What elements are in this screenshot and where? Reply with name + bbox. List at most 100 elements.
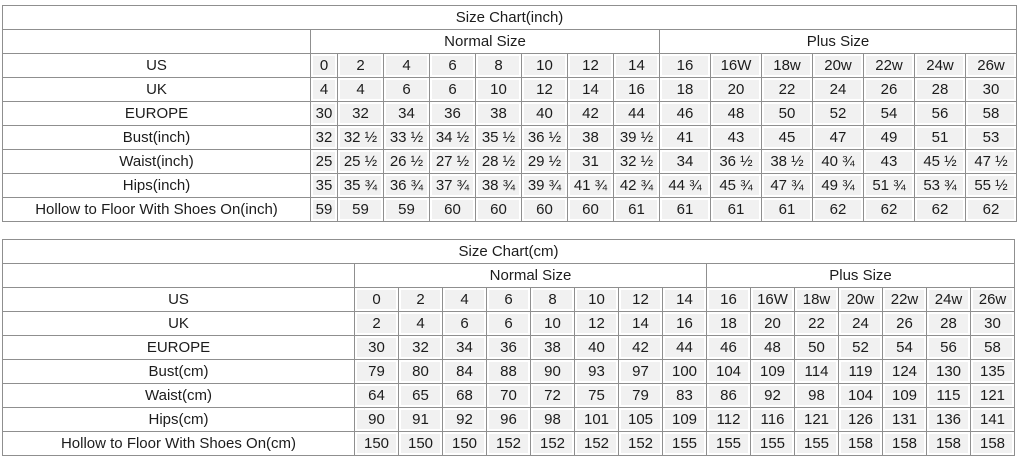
value-cell: 104 bbox=[706, 359, 751, 384]
value-cell: 105 bbox=[618, 407, 663, 432]
value-cell: 75 bbox=[574, 383, 619, 408]
value-cell: 47 ½ bbox=[964, 149, 1018, 174]
value-cell: 62 bbox=[812, 197, 864, 222]
row-label: Hollow to Floor With Shoes On(inch) bbox=[2, 197, 311, 222]
value-cell: 41 ¾ bbox=[567, 173, 614, 198]
value-cell: 104 bbox=[838, 383, 883, 408]
value-cell: 61 bbox=[613, 197, 660, 222]
value-cell: 36 ½ bbox=[710, 149, 762, 174]
group-header-row: Normal Size Plus Size bbox=[2, 263, 1016, 288]
blank-corner-cell bbox=[2, 263, 355, 288]
value-cell: 109 bbox=[882, 383, 927, 408]
value-cell: 62 bbox=[914, 197, 966, 222]
value-cell: 20 bbox=[750, 311, 795, 336]
size-group-header: Normal Size bbox=[354, 263, 707, 288]
value-cell: 29 ½ bbox=[521, 149, 568, 174]
value-cell: 53 bbox=[964, 125, 1018, 150]
table-row: Waist(cm) 64 65 68 70 72 75 79 83 86 92 98 104 109 115… bbox=[2, 383, 1016, 408]
value-cell: 28 bbox=[926, 311, 971, 336]
value-cell: 34 bbox=[442, 335, 487, 360]
chart-title-row: Size Chart(cm) bbox=[1, 239, 1016, 264]
value-cell: 135 bbox=[969, 359, 1016, 384]
value-cell: 2 bbox=[354, 311, 399, 336]
row-label: UK bbox=[2, 77, 311, 102]
table-row: EUROPE 30 32 34 36 38 40 42 44 46 48 50 52 54 56 58 bbox=[2, 101, 1018, 126]
value-cell: 39 ½ bbox=[613, 125, 660, 150]
value-cell: 16W bbox=[750, 287, 795, 312]
value-cell: 52 bbox=[838, 335, 883, 360]
value-cell: 58 bbox=[969, 335, 1016, 360]
table-row: Hollow to Floor With Shoes On(inch) 59 59 5… bbox=[2, 197, 1018, 222]
row-label: Bust(inch) bbox=[2, 125, 311, 150]
value-cell: 26 bbox=[882, 311, 927, 336]
value-cell: 155 bbox=[706, 431, 751, 456]
value-cell: 114 bbox=[794, 359, 839, 384]
value-cell: 60 bbox=[429, 197, 476, 222]
size-chart-cm-table: Size Chart(cm) Normal Size Plus Size US 0 2 4 6… bbox=[1, 239, 1016, 456]
value-cell: 49 bbox=[863, 125, 915, 150]
table-gap bbox=[2, 222, 1024, 239]
value-cell: 25 ½ bbox=[337, 149, 384, 174]
value-cell: 98 bbox=[794, 383, 839, 408]
value-cell: 20w bbox=[812, 53, 864, 78]
value-cell: 38 ¾ bbox=[475, 173, 522, 198]
value-cell: 34 bbox=[383, 101, 430, 126]
value-cell: 4 bbox=[310, 77, 338, 102]
chart-title: Size Chart(inch) bbox=[1, 5, 1018, 30]
value-cell: 121 bbox=[794, 407, 839, 432]
value-cell: 31 bbox=[567, 149, 614, 174]
value-cell: 109 bbox=[750, 359, 795, 384]
value-cell: 16 bbox=[706, 287, 751, 312]
table-row: UK 4 4 6 6 10 12 14 16 18 20 22 24 26 28 30 bbox=[2, 77, 1018, 102]
value-cell: 32 bbox=[398, 335, 443, 360]
value-cell: 115 bbox=[926, 383, 971, 408]
value-cell: 12 bbox=[521, 77, 568, 102]
row-label: US bbox=[2, 287, 355, 312]
value-cell: 43 bbox=[710, 125, 762, 150]
table-row: Hips(inch) 35 35 ¾ 36 ¾ 37 ¾ 38 ¾ 39 ¾ 41 ¾ 42 ¾… bbox=[2, 173, 1018, 198]
value-cell: 4 bbox=[337, 77, 384, 102]
value-cell: 36 bbox=[429, 101, 476, 126]
value-cell: 28 bbox=[914, 77, 966, 102]
size-chart-inch-table: Size Chart(inch) Normal Size Plus Size US 0 2… bbox=[1, 5, 1018, 222]
value-cell: 37 ¾ bbox=[429, 173, 476, 198]
value-cell: 14 bbox=[618, 311, 663, 336]
size-group-header: Plus Size bbox=[658, 29, 1018, 54]
value-cell: 18 bbox=[706, 311, 751, 336]
size-group-header: Plus Size bbox=[705, 263, 1016, 288]
value-cell: 20w bbox=[838, 287, 883, 312]
value-cell: 18 bbox=[659, 77, 711, 102]
value-cell: 10 bbox=[530, 311, 575, 336]
value-cell: 25 bbox=[310, 149, 338, 174]
table-row: Bust(cm) 79 80 84 88 90 93 97 100 104 109 114 119 124… bbox=[2, 359, 1016, 384]
value-cell: 34 ½ bbox=[429, 125, 476, 150]
value-cell: 86 bbox=[706, 383, 751, 408]
value-cell: 2 bbox=[398, 287, 443, 312]
value-cell: 22 bbox=[761, 77, 813, 102]
value-cell: 38 bbox=[530, 335, 575, 360]
row-label: EUROPE bbox=[2, 335, 355, 360]
value-cell: 32 ½ bbox=[613, 149, 660, 174]
value-cell: 60 bbox=[521, 197, 568, 222]
value-cell: 155 bbox=[662, 431, 707, 456]
value-cell: 59 bbox=[337, 197, 384, 222]
value-cell: 155 bbox=[794, 431, 839, 456]
value-cell: 72 bbox=[530, 383, 575, 408]
value-cell: 93 bbox=[574, 359, 619, 384]
value-cell: 150 bbox=[354, 431, 399, 456]
value-cell: 150 bbox=[442, 431, 487, 456]
value-cell: 141 bbox=[969, 407, 1016, 432]
value-cell: 51 bbox=[914, 125, 966, 150]
value-cell: 28 ½ bbox=[475, 149, 522, 174]
value-cell: 49 ¾ bbox=[812, 173, 864, 198]
value-cell: 42 bbox=[618, 335, 663, 360]
value-cell: 18w bbox=[794, 287, 839, 312]
value-cell: 32 bbox=[310, 125, 338, 150]
value-cell: 96 bbox=[486, 407, 531, 432]
value-cell: 80 bbox=[398, 359, 443, 384]
row-label: EUROPE bbox=[2, 101, 311, 126]
value-cell: 6 bbox=[442, 311, 487, 336]
value-cell: 79 bbox=[354, 359, 399, 384]
value-cell: 16 bbox=[613, 77, 660, 102]
value-cell: 116 bbox=[750, 407, 795, 432]
